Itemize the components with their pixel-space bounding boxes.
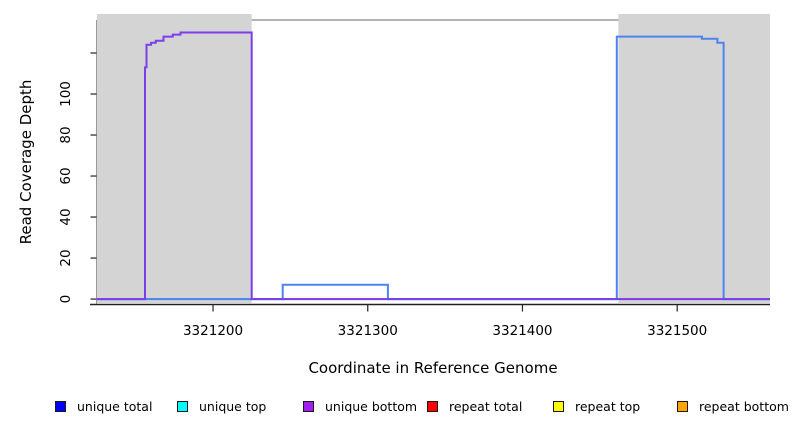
legend-swatch-repeat-total <box>427 400 438 412</box>
legend-label-unique-total: unique total <box>77 398 153 414</box>
legend-item-repeat-bottom: repeat bottom <box>677 398 789 414</box>
x-tick-label: 3321200 <box>183 323 243 339</box>
left-repeat-shading <box>97 14 252 303</box>
y-tick-label: 80 <box>58 126 74 143</box>
y-tick-label: 100 <box>58 81 74 107</box>
legend-item-repeat-top: repeat top <box>553 398 640 414</box>
legend-label-repeat-top: repeat top <box>575 398 641 414</box>
legend-swatch-unique-total <box>55 400 66 412</box>
x-tick-label: 3321300 <box>338 323 398 339</box>
y-axis-title: Read Coverage Depth <box>17 80 35 245</box>
legend-label-unique-bottom: unique bottom <box>325 398 418 414</box>
series-unique-bottom <box>97 31 770 301</box>
legend-label-unique-top: unique top <box>199 398 267 414</box>
legend-swatch-unique-top <box>177 400 188 412</box>
right-repeat-shading <box>618 14 770 303</box>
y-tick-label: 40 <box>58 208 74 225</box>
legend-swatch-repeat-bottom <box>677 400 688 412</box>
legend-label-repeat-total: repeat total <box>449 398 523 414</box>
x-tick-label: 3321400 <box>492 323 552 339</box>
legend-item-unique-bottom: unique bottom <box>303 398 417 414</box>
y-tick-label: 20 <box>58 249 74 266</box>
legend: unique total unique top unique bottom repea… <box>0 398 792 416</box>
legend-label-repeat-bottom: repeat bottom <box>699 398 789 414</box>
legend-item-unique-total: unique total <box>55 398 152 414</box>
x-axis-title: Coordinate in Reference Genome <box>308 359 557 377</box>
y-tick-label: 60 <box>58 167 74 184</box>
legend-item-repeat-total: repeat total <box>427 398 522 414</box>
legend-swatch-unique-bottom <box>303 400 314 412</box>
x-tick-label: 3321500 <box>647 323 707 339</box>
series-unique-total <box>97 35 770 301</box>
legend-item-unique-top: unique top <box>177 398 266 414</box>
y-tick-label: 0 <box>58 295 74 304</box>
legend-swatch-repeat-top <box>553 400 564 412</box>
